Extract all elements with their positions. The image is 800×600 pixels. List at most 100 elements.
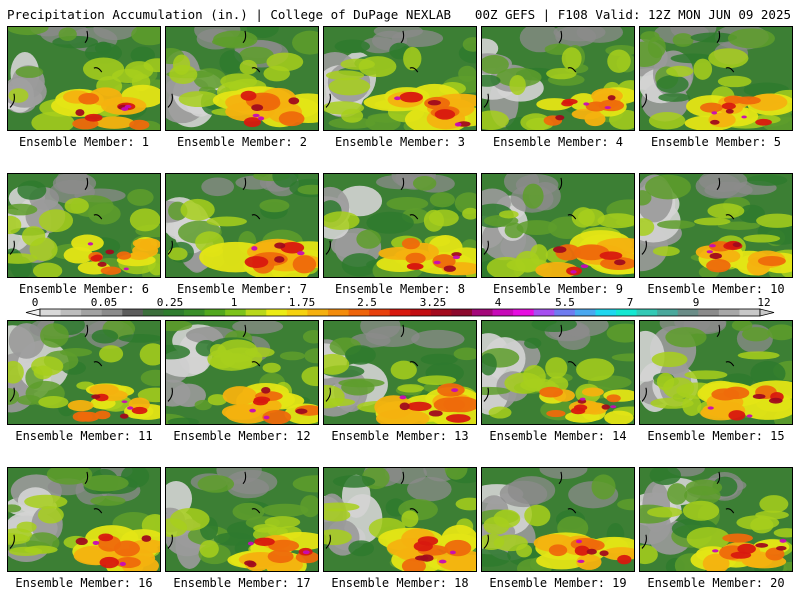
- precipitation-field-3: [324, 27, 476, 130]
- colorbar-swatch: [739, 309, 761, 316]
- precipitation-field-11: [8, 321, 160, 424]
- ensemble-member-caption-16: Ensemble Member: 16: [15, 576, 153, 590]
- ensemble-member-caption-11: Ensemble Member: 11: [15, 429, 153, 443]
- colorbar-swatch: [718, 309, 740, 316]
- colorbar-swatch: [472, 309, 493, 316]
- precipitation-field-12: [166, 321, 318, 424]
- precipitation-colorbar: 0 0.05 0.25 1 1.75 2.5 3.25 4 5.5 7 9 12: [0, 296, 800, 320]
- colorbar-swatch: [307, 309, 329, 316]
- ensemble-member-map-4: [481, 26, 635, 131]
- colorbar-swatch: [698, 309, 720, 316]
- colorbar-swatch: [369, 309, 391, 316]
- ensemble-member-map-18: [323, 467, 477, 572]
- precipitation-field-20: [640, 468, 792, 571]
- colorbar-swatch: [225, 309, 247, 316]
- precipitation-field-4: [482, 27, 634, 130]
- ensemble-member-caption-9: Ensemble Member: 9: [492, 282, 624, 296]
- ensemble-member-caption-14: Ensemble Member: 14: [489, 429, 627, 443]
- precipitation-field-10: [640, 174, 792, 277]
- colorbar-swatch: [286, 309, 308, 316]
- colorbar-swatch: [101, 309, 123, 316]
- colorbar-left-arrow: [25, 308, 41, 317]
- precipitation-field-16: [8, 468, 160, 571]
- ensemble-member-map-20: [639, 467, 793, 572]
- ensemble-member-caption-8: Ensemble Member: 8: [334, 282, 466, 296]
- colorbar-swatch: [554, 309, 576, 316]
- colorbar-swatch: [40, 309, 61, 316]
- colorbar-swatch: [430, 309, 452, 316]
- ensemble-member-caption-4: Ensemble Member: 4: [492, 135, 624, 149]
- ensemble-member-map-16: [7, 467, 161, 572]
- colorbar-swatch: [81, 309, 103, 316]
- colorbar-tick-label: 1: [231, 296, 238, 309]
- precipitation-field-1: [8, 27, 160, 130]
- ensemble-member-map-10: [639, 173, 793, 278]
- precipitation-field-15: [640, 321, 792, 424]
- ensemble-member-map-2: [165, 26, 319, 131]
- colorbar-tick-label: 1.75: [289, 296, 316, 309]
- ensemble-member-map-6: [7, 173, 161, 278]
- colorbar-swatch: [204, 309, 226, 316]
- ensemble-member-map-1: [7, 26, 161, 131]
- colorbar-tick-label: 9: [693, 296, 700, 309]
- precipitation-field-6: [8, 174, 160, 277]
- precipitation-field-19: [482, 468, 634, 571]
- colorbar-tick-label: 0.25: [157, 296, 184, 309]
- colorbar-swatch: [492, 309, 514, 316]
- colorbar-swatch: [142, 309, 164, 316]
- ensemble-member-caption-5: Ensemble Member: 5: [650, 135, 782, 149]
- ensemble-member-map-5: [639, 26, 793, 131]
- colorbar-tick-label: 4: [495, 296, 502, 309]
- precipitation-field-7: [166, 174, 318, 277]
- map-title: Precipitation Accumulation (in.) | Colle…: [7, 7, 452, 22]
- ensemble-member-caption-12: Ensemble Member: 12: [173, 429, 311, 443]
- colorbar-swatch: [163, 309, 185, 316]
- colorbar-swatch: [245, 309, 267, 316]
- colorbar-swatch: [266, 309, 288, 316]
- ensemble-member-caption-2: Ensemble Member: 2: [176, 135, 308, 149]
- ensemble-member-caption-17: Ensemble Member: 17: [173, 576, 311, 590]
- precipitation-field-17: [166, 468, 318, 571]
- colorbar-swatch: [184, 309, 205, 316]
- colorbar-swatch: [451, 309, 473, 316]
- colorbar-swatch: [60, 309, 82, 316]
- precipitation-field-9: [482, 174, 634, 277]
- colorbar-tick-label: 0: [32, 296, 39, 309]
- ensemble-member-map-12: [165, 320, 319, 425]
- ensemble-member-caption-20: Ensemble Member: 20: [647, 576, 785, 590]
- colorbar-tick-label: 3.25: [420, 296, 447, 309]
- colorbar-swatch: [410, 309, 432, 316]
- ensemble-member-caption-10: Ensemble Member: 10: [647, 282, 785, 296]
- colorbar-swatch: [616, 309, 637, 316]
- colorbar-tick-label: 7: [627, 296, 634, 309]
- colorbar-swatch: [122, 309, 144, 316]
- ensemble-member-caption-15: Ensemble Member: 15: [647, 429, 785, 443]
- ensemble-member-map-15: [639, 320, 793, 425]
- ensemble-member-caption-3: Ensemble Member: 3: [334, 135, 466, 149]
- ensemble-member-caption-18: Ensemble Member: 18: [331, 576, 469, 590]
- ensemble-member-map-19: [481, 467, 635, 572]
- colorbar-swatch: [595, 309, 617, 316]
- ensemble-member-caption-19: Ensemble Member: 19: [489, 576, 627, 590]
- colorbar-tick-label: 2.5: [357, 296, 377, 309]
- model-run-info: 00Z GEFS | F108 Valid: 12Z MON JUN 09 20…: [474, 7, 791, 22]
- precipitation-field-5: [640, 27, 792, 130]
- colorbar-swatch: [636, 309, 658, 316]
- precipitation-field-14: [482, 321, 634, 424]
- ensemble-member-map-17: [165, 467, 319, 572]
- colorbar-swatch: [657, 309, 679, 316]
- colorbar-swatch: [389, 309, 411, 316]
- ensemble-member-caption-7: Ensemble Member: 7: [176, 282, 308, 296]
- colorbar-tick-label: 12: [757, 296, 770, 309]
- colorbar-swatch: [348, 309, 370, 316]
- ensemble-member-map-11: [7, 320, 161, 425]
- ensemble-member-map-3: [323, 26, 477, 131]
- precipitation-field-18: [324, 468, 476, 571]
- colorbar-swatch: [533, 309, 555, 316]
- colorbar-right-arrow: [759, 308, 775, 317]
- colorbar-swatch: [574, 309, 596, 316]
- ensemble-member-map-8: [323, 173, 477, 278]
- ensemble-member-caption-13: Ensemble Member: 13: [331, 429, 469, 443]
- colorbar-swatch: [513, 309, 535, 316]
- colorbar-tick-label: 0.05: [91, 296, 118, 309]
